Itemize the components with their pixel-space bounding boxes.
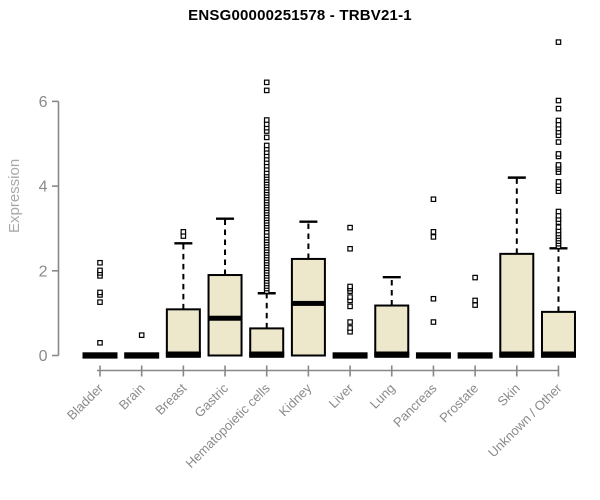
x-tick-label-bladder: Bladder bbox=[64, 380, 107, 423]
outlier-point bbox=[555, 39, 562, 45]
x-tick-label-liver: Liver bbox=[326, 380, 357, 411]
outlier-point bbox=[430, 295, 437, 302]
boxplot-unknown-other bbox=[540, 39, 576, 358]
boxplot-lung bbox=[374, 275, 410, 358]
outlier-point bbox=[138, 332, 145, 338]
zero-bar bbox=[415, 352, 451, 359]
outlier-point bbox=[347, 283, 353, 290]
x-tick-label-gastric: Gastric bbox=[191, 380, 231, 420]
box-rect bbox=[249, 327, 285, 357]
outlier-point bbox=[347, 294, 353, 300]
median-line bbox=[540, 351, 576, 358]
zero-bar bbox=[124, 352, 160, 359]
outlier-point bbox=[347, 224, 353, 231]
zero-bar bbox=[457, 352, 493, 359]
outlier-point bbox=[263, 117, 270, 123]
outlier-point bbox=[555, 97, 562, 104]
boxplot-brain bbox=[124, 332, 160, 359]
y-tick-label: 0 bbox=[39, 348, 48, 365]
boxplot-pancreas bbox=[415, 196, 451, 359]
x-tick-label-pancreas: Pancreas bbox=[390, 380, 440, 430]
outlier-point bbox=[347, 303, 353, 310]
median-line bbox=[374, 351, 410, 358]
outlier-point bbox=[97, 299, 103, 305]
median-line bbox=[291, 300, 325, 306]
boxplot-breast bbox=[165, 229, 201, 358]
outlier-point bbox=[472, 274, 478, 281]
box-rect bbox=[290, 257, 326, 357]
x-tick-label-breast: Breast bbox=[152, 380, 189, 417]
x-tick-label-unknown-other: Unknown / Other bbox=[485, 380, 565, 460]
y-tick-label: 6 bbox=[39, 94, 48, 111]
outlier-point bbox=[555, 208, 562, 215]
outlier-point bbox=[347, 319, 353, 325]
chart-title: ENSG00000251578 - TRBV21-1 bbox=[188, 7, 412, 24]
outlier-point bbox=[472, 297, 478, 304]
boxplot-skin bbox=[499, 176, 535, 358]
x-tick-label-skin: Skin bbox=[494, 381, 522, 409]
outlier-point bbox=[263, 79, 270, 86]
outlier-point bbox=[263, 134, 270, 141]
boxplot-hematopoietic-cells bbox=[249, 79, 285, 358]
boxplot-bladder bbox=[82, 259, 118, 359]
outlier-point bbox=[263, 142, 270, 149]
box-rect bbox=[207, 274, 243, 357]
x-tick-label-prostate: Prostate bbox=[436, 381, 481, 426]
x-tick-label-lung: Lung bbox=[367, 381, 398, 412]
outlier-point bbox=[97, 267, 103, 274]
outlier-point bbox=[555, 151, 562, 157]
outlier-point bbox=[555, 224, 562, 230]
box-rect bbox=[499, 252, 535, 357]
median-line bbox=[165, 351, 201, 358]
zero-bar bbox=[82, 352, 118, 359]
median-line bbox=[208, 315, 242, 321]
x-tick-label-brain: Brain bbox=[116, 381, 148, 413]
median-line bbox=[249, 351, 285, 358]
boxplot-liver bbox=[332, 224, 368, 359]
outlier-point bbox=[97, 259, 103, 266]
outlier-point bbox=[555, 162, 562, 168]
boxplot-kidney bbox=[290, 220, 326, 357]
y-tick-label: 4 bbox=[39, 179, 48, 196]
outlier-point bbox=[347, 325, 353, 331]
x-tick-label-kidney: Kidney bbox=[276, 380, 315, 419]
box-rect bbox=[540, 310, 576, 357]
outlier-point bbox=[472, 302, 478, 308]
outlier-point bbox=[180, 229, 187, 235]
outlier-point bbox=[97, 339, 103, 346]
outlier-point bbox=[555, 139, 562, 145]
boxplot-gastric bbox=[207, 217, 243, 357]
boxplot-prostate bbox=[457, 274, 493, 359]
median-line bbox=[499, 351, 535, 358]
outlier-point bbox=[263, 87, 270, 94]
zero-bar bbox=[332, 352, 368, 359]
outlier-point bbox=[97, 289, 103, 296]
outlier-point bbox=[430, 229, 437, 235]
outlier-point bbox=[430, 196, 437, 203]
outlier-point bbox=[555, 105, 562, 112]
outlier-point bbox=[555, 117, 562, 124]
outlier-point bbox=[555, 179, 562, 185]
outlier-point bbox=[430, 234, 437, 240]
y-tick-label: 2 bbox=[39, 263, 48, 280]
box-rect bbox=[165, 308, 201, 357]
box-rect bbox=[374, 304, 410, 357]
outlier-point bbox=[430, 319, 437, 325]
outlier-point bbox=[347, 245, 353, 252]
